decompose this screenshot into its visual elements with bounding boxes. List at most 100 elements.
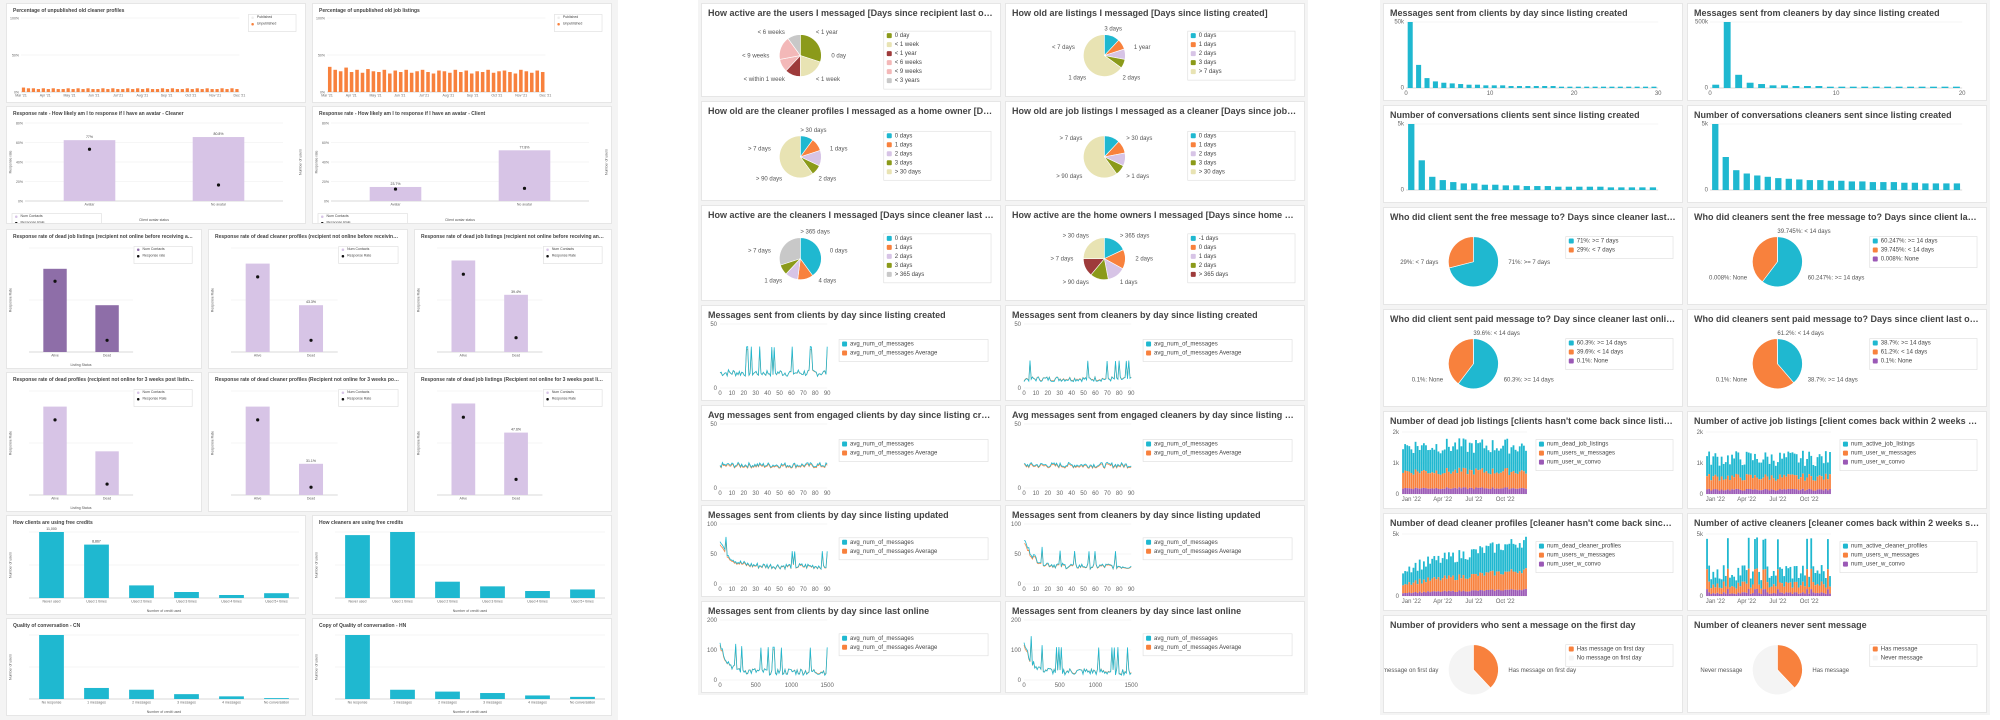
bar (1471, 183, 1478, 190)
bar-segment (1489, 452, 1492, 475)
bar-segment (1766, 592, 1769, 596)
bar-segment (1456, 579, 1459, 592)
bar-segment (1760, 594, 1763, 596)
bar-segment (1722, 592, 1725, 596)
bar-segment (1720, 456, 1723, 477)
bar-segment (1422, 561, 1425, 580)
y-tick-label: 40% (16, 161, 23, 165)
bar-segment (1802, 581, 1804, 593)
bar-segment (1441, 578, 1444, 592)
bar-segment (1770, 475, 1773, 490)
legend-swatch (842, 635, 848, 641)
chart-title: Response rate of dead job listings (Reci… (421, 377, 605, 383)
bar-segment (1408, 566, 1411, 583)
y-axis-label: Response rate (9, 151, 13, 174)
bar (1758, 84, 1766, 88)
response-rate-marker (461, 272, 465, 276)
chart-card: Listing Status Response Rate Alive Dead Num … (6, 372, 202, 512)
bar-segment (1504, 468, 1507, 488)
stacked-bars (1402, 536, 1527, 596)
bar-segment (1751, 593, 1754, 596)
bar-segment (1743, 464, 1746, 481)
bar-segment (1783, 489, 1786, 494)
x-tick-label: Oct '22 (1800, 497, 1819, 503)
bar-segment (1466, 578, 1469, 592)
bar-segment (1760, 588, 1763, 595)
chart-axes: 0%20%40%60%80%Client avatar statusRespon… (315, 122, 609, 223)
legend-swatch (1538, 552, 1544, 558)
bar-segment (1812, 480, 1815, 491)
legend-box (338, 389, 399, 407)
legend-box (1187, 130, 1296, 181)
bar-segment (1768, 479, 1771, 491)
x-tick-label: 30 (1056, 391, 1063, 397)
bar-segment (1450, 591, 1452, 596)
bar-segment (1502, 574, 1504, 591)
bar (491, 72, 496, 92)
bar-segment (1460, 558, 1463, 579)
bar (235, 89, 239, 92)
bar-segment (1475, 590, 1477, 596)
bar (1922, 183, 1929, 190)
bar-segment (1435, 579, 1438, 592)
legend-swatch (886, 42, 892, 48)
bar (388, 73, 392, 92)
bar-segment (1774, 480, 1777, 491)
bar-segment (1479, 469, 1482, 488)
bar-segment (1402, 585, 1404, 594)
bar (1449, 83, 1455, 88)
y-tick-label: 5k (1702, 122, 1709, 128)
bar-segment (1462, 438, 1465, 468)
bar-segment (1816, 592, 1819, 596)
bar-segment (1500, 549, 1502, 575)
bar-segment (1747, 452, 1750, 475)
legend-entry: 0.1%: None (1881, 359, 1913, 365)
bar-segment (1802, 565, 1804, 582)
bar-segment (1766, 489, 1769, 494)
x-tick-label: Jul '21 (113, 94, 123, 98)
bar-segment (1758, 479, 1761, 491)
bar (535, 70, 540, 92)
x-tick-label: No response (348, 701, 368, 705)
bar-segment (1791, 452, 1794, 475)
bar (1953, 183, 1961, 190)
pie-slice (1761, 236, 1803, 288)
bar-segment (1416, 584, 1419, 593)
data-label: 77% (86, 135, 93, 139)
legend-box (543, 389, 603, 407)
dashboard-panel-2: < within 1 week < 9 weeks < 6 weeks < 1 yea… (698, 0, 1308, 695)
bar-segment (1523, 589, 1525, 596)
bar-segment (1408, 592, 1411, 596)
bar-segment (1402, 593, 1404, 596)
bar (31, 88, 36, 92)
slice-label: 2 days (1135, 257, 1153, 263)
bar-segment (1487, 590, 1490, 596)
legend-swatch (886, 78, 892, 84)
chart-title: Response rate of dead cleaner profiles (… (215, 234, 401, 240)
bar-segment (1818, 593, 1821, 596)
bar (1806, 180, 1813, 190)
x-axis-label: Number of credit used (453, 710, 487, 714)
bar-segment (1829, 593, 1831, 596)
bar (180, 89, 184, 92)
legend-entry: Published (257, 15, 272, 19)
chart-title: How active are the cleaners I messaged [… (708, 210, 994, 220)
bar (1432, 81, 1438, 88)
legend-swatch (341, 248, 345, 251)
bar-segment (1456, 473, 1459, 489)
bar-segment (1439, 453, 1442, 475)
chart-canvas: 0%50%100%Mar '21 Apr '21 May '21 Jun '21 Jul… (10, 14, 297, 98)
bar-segment (1787, 474, 1790, 489)
bar-segment (1749, 578, 1752, 588)
bar-segment (1498, 543, 1500, 572)
bar-segment (1414, 441, 1417, 470)
pie-slice (1448, 236, 1499, 288)
bar-segment (1481, 439, 1484, 469)
bar (225, 89, 229, 92)
bar-segment (1714, 587, 1717, 594)
y-axis-label: Number of users (9, 654, 13, 680)
bar-segment (1749, 474, 1752, 490)
